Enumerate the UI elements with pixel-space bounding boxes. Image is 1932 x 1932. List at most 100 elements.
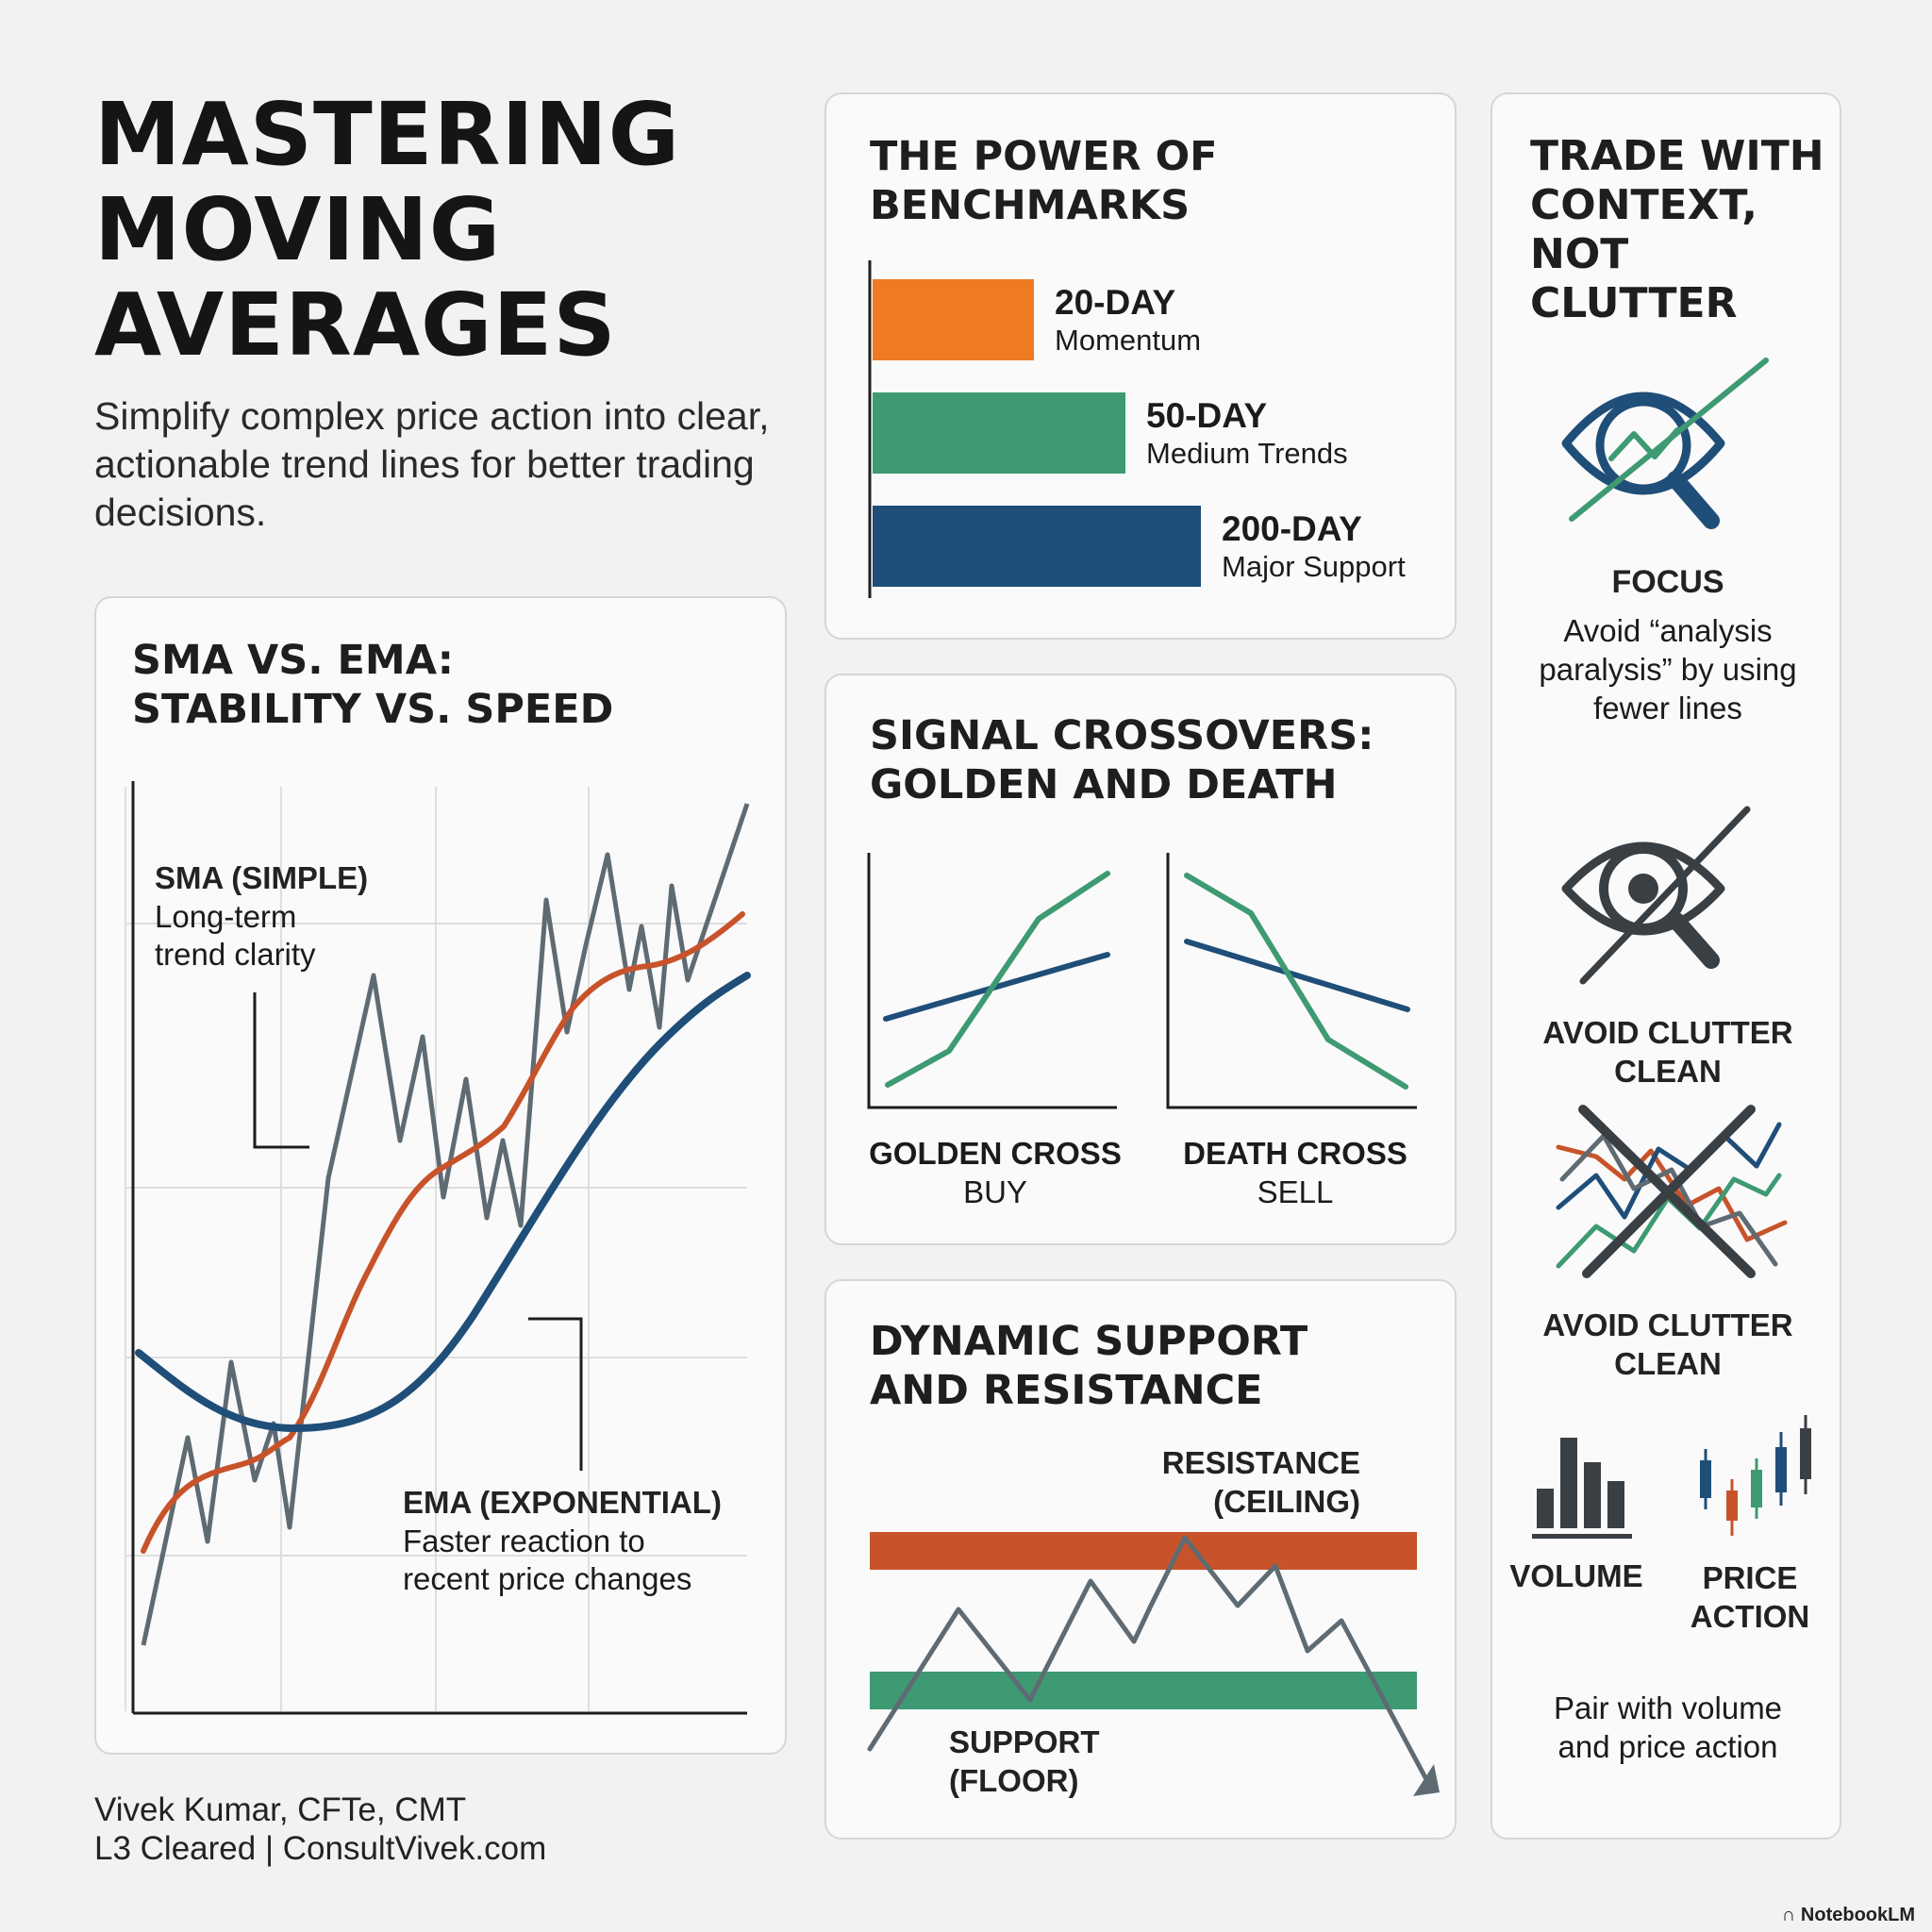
focus-desc: Avoid “analysis paralysis” by using fewe…	[1492, 611, 1843, 727]
clutter-label-2: AVOID CLUTTER CLEAN	[1492, 1306, 1843, 1383]
tangled-lines-icon	[1556, 1105, 1788, 1278]
brand-logo-icon: ∩	[1781, 1905, 1796, 1925]
benchmarks-title-line-1: THE POWER OF	[870, 133, 1218, 180]
resistance-label-line-1: RESISTANCE	[1161, 1445, 1360, 1480]
focus-label: FOCUS	[1611, 564, 1724, 600]
golden-fast-line	[885, 871, 1110, 1088]
page-title-line-3: AVERAGES	[94, 275, 617, 375]
golden-cross-caption: GOLDEN CROSS BUY	[840, 1134, 1151, 1211]
support-band	[870, 1672, 1417, 1709]
focus-eye-magnifier-icon	[1532, 358, 1811, 1539]
footer-credentials: L3 Cleared | ConsultVivek.com	[94, 1830, 547, 1867]
footer-author: Vivek Kumar, CFTe, CMT	[94, 1791, 467, 1828]
sma-ema-illustration	[125, 781, 751, 1715]
clutter-label-1-line-2: CLEAN	[1614, 1054, 1722, 1089]
callout-lines	[253, 992, 583, 1471]
benchmark-desc: Momentum	[1055, 324, 1202, 357]
context-title-line-3: NOT CLUTTER	[1530, 230, 1738, 327]
pair-desc-line-2: and price action	[1557, 1729, 1778, 1764]
benchmark-bar-1	[873, 392, 1125, 474]
resistance-band	[870, 1532, 1417, 1570]
death-cross-chart	[1166, 853, 1417, 1109]
volume-bars-icon	[1532, 1438, 1632, 1539]
benchmarks-card: THE POWER OF BENCHMARKS 20-DAY Momentum 50…	[824, 92, 1457, 640]
focus-desc-line-1: Avoid “analysis	[1563, 613, 1773, 648]
sma-ema-title-line-2: STABILITY VS. SPEED	[132, 686, 614, 733]
resistance-label: RESISTANCE (CEILING)	[1162, 1443, 1360, 1521]
focus-desc-line-3: fewer lines	[1593, 691, 1742, 725]
sma-ema-card: SMA VS. EMA: STABILITY VS. SPEED SMA (SI…	[94, 596, 787, 1755]
death-cross-label: DEATH CROSS	[1183, 1136, 1407, 1171]
benchmark-period: 200-DAY	[1222, 509, 1362, 548]
golden-cross-action: BUY	[963, 1174, 1027, 1209]
sma-desc: Long-term trend clarity	[155, 898, 316, 974]
support-label: SUPPORT (FLOOR)	[949, 1723, 1100, 1800]
benchmark-label-1: 50-DAY Medium Trends	[1146, 396, 1348, 472]
sr-title-line-1: DYNAMIC SUPPORT	[870, 1318, 1308, 1365]
benchmark-period: 50-DAY	[1146, 396, 1268, 435]
context-title-line-2: CONTEXT,	[1530, 181, 1757, 229]
sr-title-line-2: AND RESISTANCE	[870, 1367, 1263, 1414]
golden-cross-label: GOLDEN CROSS	[869, 1136, 1122, 1171]
clutter-label-1-line-1: AVOID CLUTTER	[1542, 1015, 1793, 1050]
sma-ema-title-line-1: SMA VS. EMA:	[132, 637, 454, 684]
price-action-line-1: PRICE	[1702, 1560, 1798, 1595]
benchmark-label-2: 200-DAY Major Support	[1222, 509, 1406, 585]
axes	[131, 781, 747, 1715]
benchmark-bars	[868, 260, 1201, 598]
golden-cross-chart	[867, 853, 1117, 1109]
benchmark-bar-2	[873, 506, 1201, 587]
support-label-line-2: (FLOOR)	[949, 1763, 1079, 1798]
ema-line	[141, 911, 745, 1554]
context-title: TRADE WITH CONTEXT, NOT CLUTTER	[1530, 132, 1840, 328]
sma-label: SMA (SIMPLE)	[155, 860, 369, 895]
context-card: TRADE WITH CONTEXT, NOT CLUTTER	[1491, 92, 1841, 1840]
benchmark-period: 20-DAY	[1055, 283, 1176, 322]
focus-desc-line-2: paralysis” by using	[1539, 652, 1797, 687]
support-resistance-card: DYNAMIC SUPPORT AND RESISTANCE RESISTANC…	[824, 1279, 1457, 1840]
benchmark-label-0: 20-DAY Momentum	[1055, 283, 1201, 358]
down-arrow-icon	[1413, 1764, 1440, 1796]
death-cross-caption: DEATH CROSS SELL	[1140, 1134, 1451, 1211]
clutter-label-1: AVOID CLUTTER CLEAN	[1492, 1013, 1843, 1091]
crossovers-title-line-1: SIGNAL CROSSOVERS:	[870, 712, 1374, 759]
footer-credits: Vivek Kumar, CFTe, CMT L3 Cleared | Cons…	[94, 1790, 546, 1868]
page-title-line-2: MOVING	[94, 179, 502, 280]
sma-line	[135, 972, 751, 1433]
grid	[125, 787, 747, 1711]
support-resistance-title: DYNAMIC SUPPORT AND RESISTANCE	[870, 1317, 1307, 1415]
benchmarks-title: THE POWER OF BENCHMARKS	[870, 132, 1218, 230]
page-subtitle: Simplify complex price action into clear…	[94, 394, 770, 534]
context-title-line-1: TRADE WITH	[1530, 132, 1824, 180]
pair-desc-line-1: Pair with volume	[1553, 1690, 1783, 1725]
brand-name: NotebookLM	[1800, 1905, 1915, 1925]
death-cross-action: SELL	[1257, 1174, 1334, 1209]
golden-slow-line	[883, 952, 1110, 1022]
resistance-label-line-2: (CEILING)	[1213, 1484, 1360, 1519]
ema-desc: Faster reaction to recent price changes	[403, 1523, 691, 1598]
death-slow-line	[1184, 939, 1410, 1012]
pair-desc: Pair with volume and price action	[1492, 1689, 1843, 1766]
benchmark-desc: Major Support	[1222, 550, 1406, 583]
price-path	[867, 1535, 1431, 1786]
benchmark-bar-0	[873, 279, 1034, 360]
price-action-line-2: ACTION	[1690, 1599, 1810, 1634]
price-action-label: PRICE ACTION	[1660, 1558, 1840, 1636]
support-resistance-illustration	[867, 1532, 1440, 1796]
crossovers-title: SIGNAL CROSSOVERS: GOLDEN AND DEATH	[870, 711, 1374, 809]
death-fast-line	[1184, 873, 1408, 1090]
clutter-label-2-line-2: CLEAN	[1614, 1346, 1722, 1381]
crossed-eye-icon	[1561, 806, 1751, 985]
ema-desc-line-2: recent price changes	[403, 1561, 692, 1596]
crossovers-title-line-2: GOLDEN AND DEATH	[870, 761, 1338, 808]
page-title: MASTERING MOVING AVERAGES	[94, 87, 811, 373]
benchmark-desc: Medium Trends	[1146, 437, 1348, 470]
crossover-illustrations	[867, 853, 1417, 1109]
sma-ema-title: SMA VS. EMA: STABILITY VS. SPEED	[132, 636, 613, 734]
brand-watermark: ∩ NotebookLM	[1782, 1905, 1915, 1926]
candlestick-icon	[1700, 1415, 1811, 1536]
crossovers-card: SIGNAL CROSSOVERS: GOLDEN AND DEATH GOLD…	[824, 674, 1457, 1245]
page-title-line-1: MASTERING	[94, 84, 681, 185]
clutter-label-2-line-1: AVOID CLUTTER	[1542, 1307, 1793, 1342]
benchmarks-title-line-2: BENCHMARKS	[870, 182, 1191, 229]
